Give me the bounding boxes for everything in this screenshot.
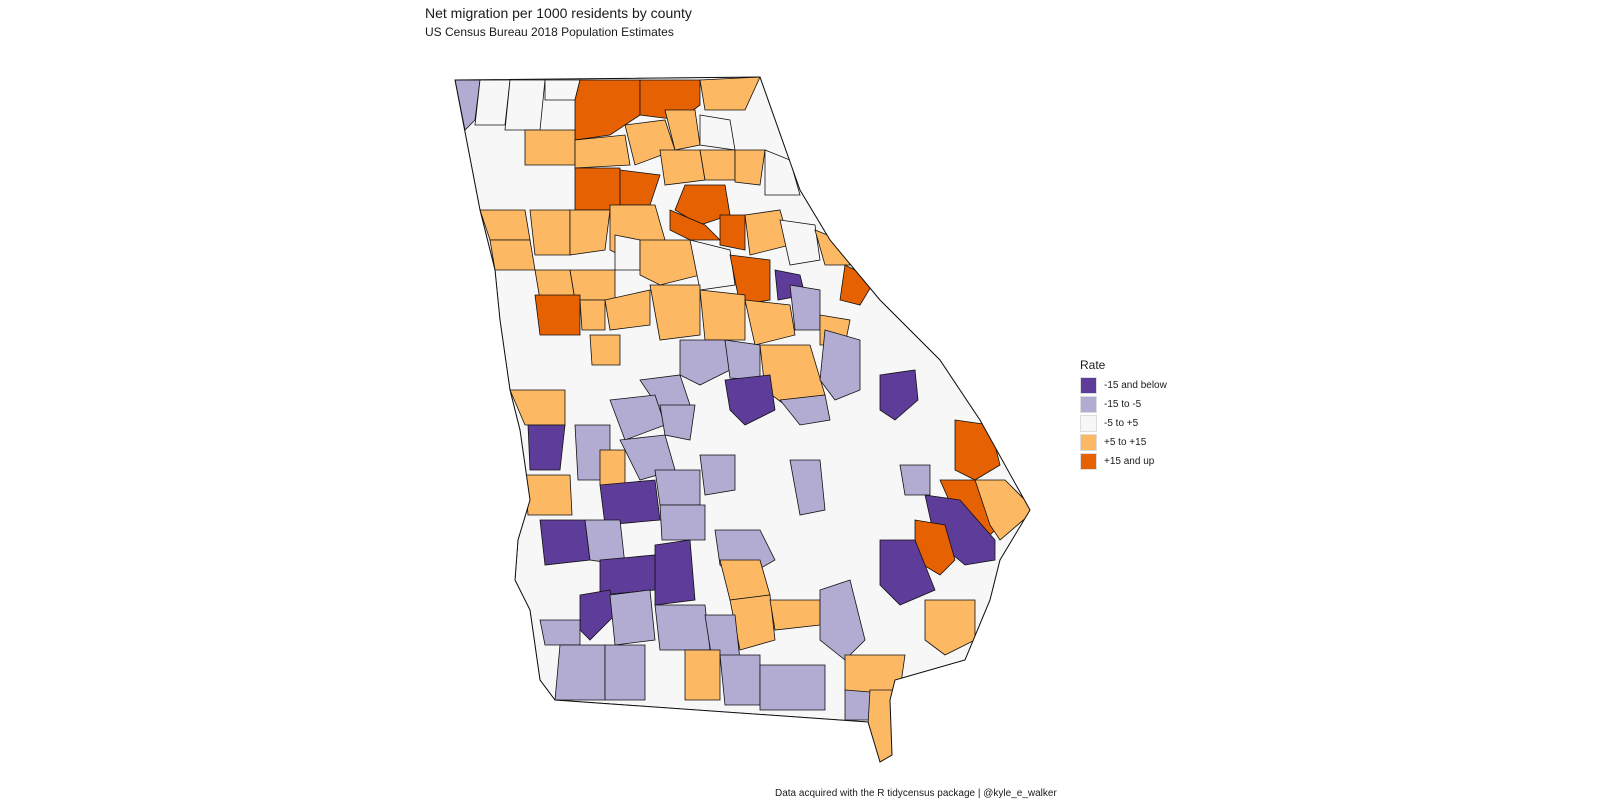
legend-swatch <box>1080 377 1097 394</box>
legend-label: -5 to +5 <box>1104 418 1139 429</box>
county <box>614 234 641 271</box>
county <box>659 149 706 186</box>
county <box>819 329 861 401</box>
county <box>649 284 701 341</box>
county <box>924 599 976 656</box>
county <box>654 469 701 506</box>
county <box>679 339 731 386</box>
county <box>724 374 776 426</box>
county <box>719 214 746 251</box>
county <box>879 539 936 606</box>
county <box>769 599 821 631</box>
legend-item: +15 and up <box>1080 452 1167 471</box>
county <box>654 604 711 651</box>
county <box>574 134 631 169</box>
county <box>789 459 826 516</box>
county <box>599 554 656 596</box>
county <box>759 664 826 711</box>
county <box>527 424 566 471</box>
county <box>504 79 546 131</box>
state-outline <box>454 76 1031 763</box>
legend-swatch <box>1080 434 1097 451</box>
map-subtitle: US Census Bureau 2018 Population Estimat… <box>425 25 674 39</box>
county <box>554 644 606 701</box>
legend-label: -15 to -5 <box>1104 399 1142 410</box>
county <box>579 299 606 331</box>
county <box>699 149 736 181</box>
county <box>544 79 581 101</box>
county <box>539 619 581 646</box>
map-title: Net migration per 1000 residents by coun… <box>425 5 692 21</box>
county <box>599 479 661 526</box>
county <box>879 369 919 421</box>
county <box>699 454 736 496</box>
county <box>654 539 696 606</box>
county <box>604 644 646 701</box>
legend-label: -15 and below <box>1104 380 1167 391</box>
county <box>489 239 536 271</box>
county <box>474 79 511 126</box>
county <box>974 479 1030 541</box>
county <box>684 649 721 701</box>
county <box>524 129 576 166</box>
county <box>724 339 761 381</box>
legend-item: -5 to +5 <box>1080 414 1167 433</box>
county <box>539 519 591 566</box>
legend-swatch <box>1080 453 1097 470</box>
county <box>524 474 573 516</box>
county <box>744 299 796 346</box>
county <box>719 654 761 706</box>
county <box>819 579 866 661</box>
county <box>734 149 766 186</box>
county <box>699 114 736 151</box>
county <box>689 239 736 291</box>
county <box>844 689 871 721</box>
county <box>569 209 611 256</box>
legend-title: Rate <box>1080 358 1106 372</box>
county <box>534 294 581 336</box>
county <box>609 589 656 646</box>
county <box>659 404 696 441</box>
county <box>779 219 821 266</box>
county <box>669 209 721 241</box>
county <box>844 654 906 696</box>
legend-label: +15 and up <box>1104 456 1155 467</box>
legend: Rate -15 and below -15 to -5 -5 to +5 +5… <box>1080 358 1167 471</box>
county <box>674 184 731 226</box>
county <box>764 149 801 196</box>
legend-item: +5 to +15 <box>1080 433 1167 452</box>
legend-swatch <box>1080 415 1097 432</box>
county <box>729 254 771 306</box>
legend-item: -15 and below <box>1080 376 1167 395</box>
county <box>699 77 761 111</box>
legend-swatch <box>1080 396 1097 413</box>
county <box>589 334 621 366</box>
county <box>779 394 831 426</box>
county <box>604 289 651 331</box>
county <box>599 449 626 486</box>
county <box>699 289 746 341</box>
county <box>789 284 821 331</box>
county <box>639 239 701 286</box>
county <box>899 464 931 496</box>
legend-label: +5 to +15 <box>1104 437 1147 448</box>
county <box>529 209 571 256</box>
legend-item: -15 to -5 <box>1080 395 1167 414</box>
map-caption: Data acquired with the R tidycensus pack… <box>775 788 1057 799</box>
county <box>659 504 706 541</box>
county <box>574 167 621 211</box>
